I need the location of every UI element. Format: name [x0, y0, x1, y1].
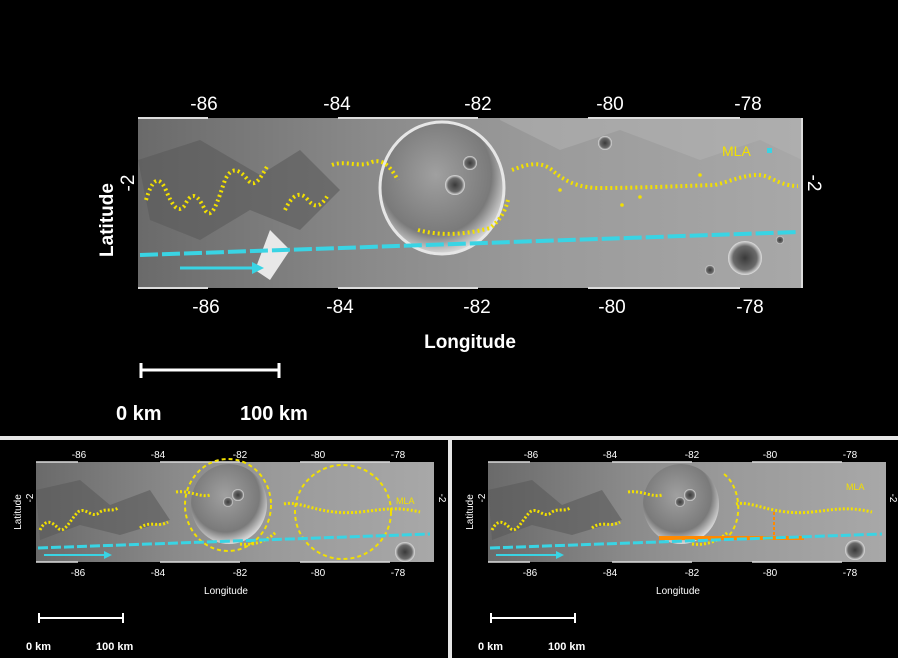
inset-right-svg: MLA -86 -84 -82 -80 -78 -86 -84 -82 -80 … — [465, 450, 898, 653]
top-tick-labels: -86 -84 -82 -80 -78 — [190, 94, 761, 115]
legend-mla-label: MLA — [722, 143, 751, 159]
top-tick-label: -86 — [524, 450, 539, 461]
inset-right-panel: MLA -86 -84 -82 -80 -78 -86 -84 -82 -80 … — [452, 440, 898, 658]
y-axis-label: Latitude — [465, 494, 476, 530]
bottom-tick-label: -86 — [523, 568, 538, 579]
bottom-tick-label: -82 — [233, 568, 248, 579]
y-axis-label: Latitude — [97, 183, 118, 257]
x-axis-label: Longitude — [656, 586, 700, 597]
frame-lines — [36, 461, 390, 563]
bottom-tick-label: -84 — [151, 568, 166, 579]
top-tick-label: -82 — [233, 450, 248, 461]
top-tick-label: -78 — [843, 450, 858, 461]
top-axis-frame — [138, 117, 803, 289]
scale-bar — [139, 363, 281, 378]
top-tick-label: -82 — [464, 94, 491, 115]
x-axis-label: Longitude — [424, 332, 516, 353]
ground-track — [139, 230, 799, 274]
scale-left-label: 0 km — [116, 403, 162, 425]
terrain-image — [138, 118, 802, 288]
bottom-tick-label: -82 — [685, 568, 700, 579]
legend-mla-label: MLA — [396, 496, 415, 506]
mla-profile — [490, 490, 873, 546]
top-tick-label: -84 — [603, 450, 618, 461]
horizontal-divider — [0, 436, 898, 440]
arrow-right-icon — [252, 262, 264, 274]
scale-bar — [490, 613, 576, 623]
bottom-tick-label: -86 — [71, 568, 86, 579]
mla-profile — [38, 490, 421, 546]
frame-lines — [488, 461, 842, 563]
top-tick-label: -80 — [596, 94, 623, 115]
bottom-tick-label: -80 — [598, 297, 625, 318]
vertical-divider — [448, 440, 452, 658]
scale-left-label: 0 km — [478, 641, 503, 653]
y-axis-label: Latitude — [13, 494, 24, 530]
x-axis-label: Longitude — [204, 586, 248, 597]
top-tick-label: -78 — [734, 94, 761, 115]
bottom-tick-label: -80 — [311, 568, 326, 579]
y-tick-left: -2 — [477, 493, 488, 502]
top-tick-label: -84 — [323, 94, 351, 115]
top-tick-label: -78 — [391, 450, 406, 461]
y-tick-right: -2 — [436, 494, 447, 503]
y-tick-left: -2 — [118, 175, 139, 192]
inset-left-svg: MLA -86 -84 -82 -80 -78 -86 -84 -82 -80 … — [13, 450, 447, 653]
scale-right-label: 100 km — [96, 641, 134, 653]
top-tick-label: -86 — [72, 450, 87, 461]
y-tick-left: -2 — [25, 493, 36, 502]
bottom-tick-label: -86 — [192, 297, 219, 318]
y-tick-right: -2 — [887, 494, 898, 503]
bottom-tick-label: -84 — [326, 297, 354, 318]
scale-right-label: 100 km — [548, 641, 586, 653]
scale-left-label: 0 km — [26, 641, 51, 653]
bottom-tick-label: -84 — [603, 568, 618, 579]
main-figure-svg: MLA -86 -84 -82 -80 -78 -86 -84 -82 -80 … — [97, 94, 824, 425]
bottom-tick-label: -78 — [843, 568, 858, 579]
bottom-tick-label: -80 — [763, 568, 778, 579]
bottom-tick-label: -78 — [736, 297, 763, 318]
top-tick-label: -84 — [151, 450, 166, 461]
crater-outline — [184, 458, 272, 552]
crater-outline — [294, 464, 392, 560]
main-figure-panel: MLA -86 -84 -82 -80 -78 -86 -84 -82 -80 … — [97, 94, 824, 425]
legend-swatch — [767, 148, 772, 153]
bottom-tick-labels: -86 -84 -82 -80 -78 — [192, 297, 763, 318]
arrow-right-icon — [556, 551, 564, 559]
top-tick-label: -82 — [685, 450, 700, 461]
y-tick-right: -2 — [803, 175, 824, 192]
bottom-tick-label: -82 — [463, 297, 490, 318]
legend-mla-label: MLA — [846, 482, 865, 492]
scale-right-label: 100 km — [240, 403, 308, 425]
bottom-tick-label: -78 — [391, 568, 406, 579]
crater-outline — [723, 473, 740, 541]
mla-profile — [144, 159, 799, 236]
top-tick-label: -86 — [190, 94, 217, 115]
scale-bar — [38, 613, 124, 623]
arrow-right-icon — [104, 551, 112, 559]
ground-track — [489, 532, 883, 550]
inset-left-panel: MLA -86 -84 -82 -80 -78 -86 -84 -82 -80 … — [0, 440, 448, 658]
top-tick-label: -80 — [311, 450, 326, 461]
top-tick-label: -80 — [763, 450, 778, 461]
ground-track — [37, 532, 431, 550]
